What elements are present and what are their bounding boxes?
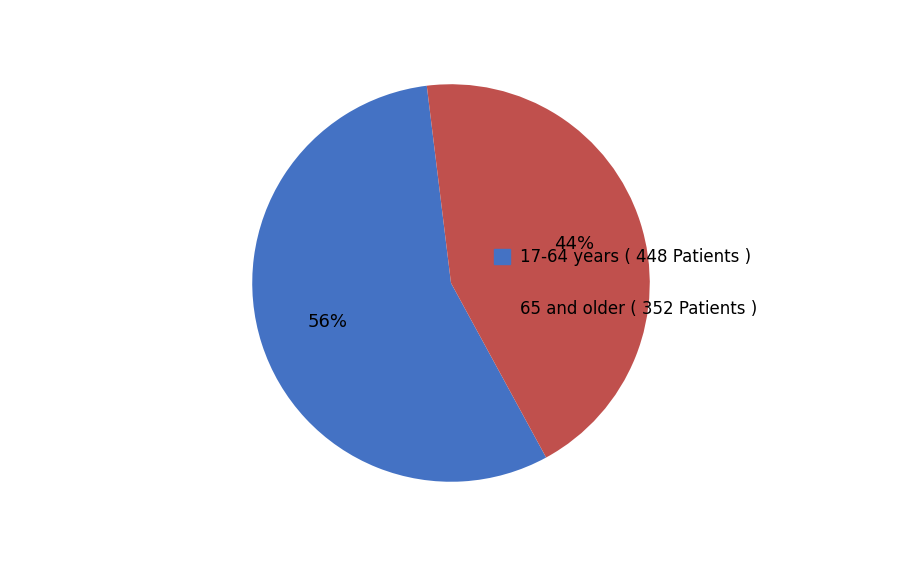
Legend: 17-64 years ( 448 Patients ), 65 and older ( 352 Patients ): 17-64 years ( 448 Patients ), 65 and old… bbox=[487, 242, 764, 324]
Wedge shape bbox=[427, 84, 649, 457]
Text: 56%: 56% bbox=[308, 314, 348, 332]
Text: 44%: 44% bbox=[554, 234, 594, 252]
Wedge shape bbox=[253, 85, 546, 482]
